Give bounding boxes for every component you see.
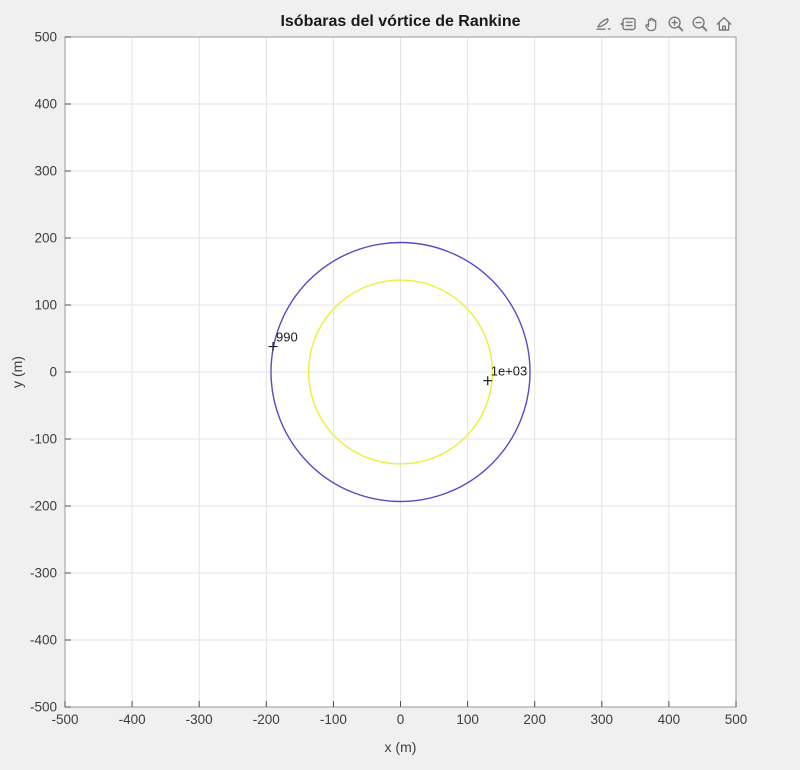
x-tick-label: -100 xyxy=(320,712,347,727)
x-tick-label: 100 xyxy=(456,712,479,727)
pan-button[interactable] xyxy=(642,14,662,34)
contour-label-marker xyxy=(268,342,278,352)
home-icon xyxy=(716,16,732,31)
y-tick-label: -400 xyxy=(30,633,57,648)
y-tick-label: -500 xyxy=(30,700,57,715)
contour-line-990 xyxy=(270,241,531,503)
y-axis-label: y (m) xyxy=(9,356,25,388)
edit-plot-button[interactable] xyxy=(594,14,614,34)
pan-icon xyxy=(645,17,657,32)
x-tick-label: -200 xyxy=(253,712,280,727)
y-tick-label: 200 xyxy=(34,231,57,246)
y-tick-label: 0 xyxy=(49,365,57,380)
y-tick-label: 400 xyxy=(34,97,57,112)
zoom-out-button[interactable] xyxy=(690,14,710,34)
y-tick-label: -300 xyxy=(30,566,57,581)
home-button[interactable] xyxy=(714,14,734,34)
zoom-in-button[interactable] xyxy=(666,14,686,34)
contour-line-1000 xyxy=(307,279,494,465)
edit-plot-icon xyxy=(596,18,611,31)
axes-toolbar xyxy=(594,14,734,34)
x-tick-label: 500 xyxy=(725,712,748,727)
y-tick-label: 500 xyxy=(34,30,57,45)
x-axis-label: x (m) xyxy=(384,739,417,755)
x-tick-label: 400 xyxy=(658,712,681,727)
y-tick-label: -100 xyxy=(30,432,57,447)
x-tick-label: 300 xyxy=(591,712,614,727)
datatips-icon xyxy=(620,17,636,31)
chart-title: Isóbaras del vórtice de Rankine xyxy=(280,13,521,30)
x-tick-label: -400 xyxy=(119,712,146,727)
contour-label-marker xyxy=(483,376,493,386)
y-tick-label: -200 xyxy=(30,499,57,514)
y-tick-label: 300 xyxy=(34,164,57,179)
x-tick-label: -500 xyxy=(51,712,78,727)
contour-label: 990 xyxy=(276,330,298,345)
zoom-out-icon xyxy=(692,16,708,32)
contour-label: 1e+03 xyxy=(491,364,528,379)
x-tick-label: -300 xyxy=(186,712,213,727)
datatips-button[interactable] xyxy=(618,14,638,34)
x-tick-label: 200 xyxy=(523,712,546,727)
y-tick-label: 100 xyxy=(34,298,57,313)
zoom-in-icon xyxy=(668,16,684,32)
x-tick-label: 0 xyxy=(397,712,405,727)
